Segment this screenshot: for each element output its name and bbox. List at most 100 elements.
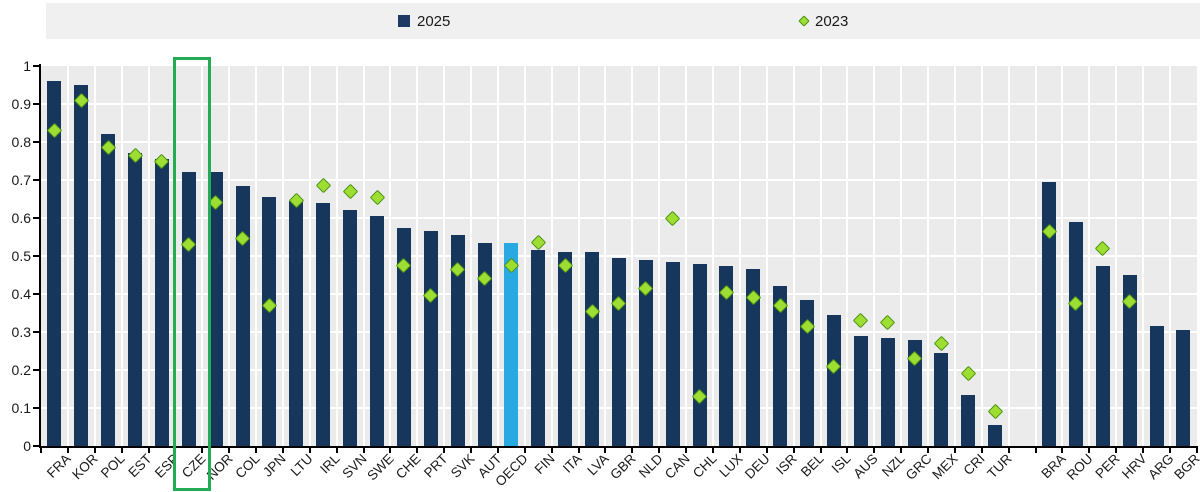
x-tick xyxy=(1142,448,1145,453)
y-tick xyxy=(33,369,40,371)
bar-IRL xyxy=(316,202,331,446)
x-axis-line xyxy=(39,446,1198,448)
bar-ITA xyxy=(558,252,573,446)
x-tick xyxy=(147,448,150,453)
x-tick xyxy=(900,448,903,453)
x-tick xyxy=(792,448,795,453)
x-tick xyxy=(523,448,526,453)
bar-JPN xyxy=(262,197,277,446)
bar-CRI xyxy=(961,394,976,446)
bar-CHE xyxy=(396,227,411,446)
x-tick xyxy=(201,448,204,453)
x-tick xyxy=(658,448,661,453)
y-label-0.9: 0.9 xyxy=(11,96,31,112)
bar-POL xyxy=(101,134,116,446)
y-label-0.8: 0.8 xyxy=(11,134,31,150)
bar-BRA xyxy=(1042,181,1056,446)
bar-SVN xyxy=(343,210,358,446)
bar-FRA xyxy=(47,81,62,446)
bar-LVA xyxy=(585,252,600,446)
bar-LUX xyxy=(719,265,734,446)
x-tick xyxy=(40,448,42,453)
bar-BEL xyxy=(800,299,815,446)
bar-PRT xyxy=(423,231,438,446)
bar-FIN xyxy=(531,250,546,446)
y-label-0.7: 0.7 xyxy=(11,172,31,188)
bar-KOR xyxy=(74,85,89,446)
x-tick xyxy=(1115,448,1118,453)
y-tick xyxy=(33,293,40,295)
y-tick xyxy=(33,217,40,219)
bar-COL xyxy=(235,185,250,446)
x-tick xyxy=(470,448,473,453)
x-tick xyxy=(1195,448,1198,453)
y-label-1: 1 xyxy=(23,58,31,74)
y-label-0.3: 0.3 xyxy=(11,324,31,340)
bar-BGR xyxy=(1176,330,1191,446)
x-tick xyxy=(712,448,714,453)
bar-SVK xyxy=(450,235,465,446)
x-tick xyxy=(308,448,311,453)
bar-TUR xyxy=(988,425,1003,446)
x-tick xyxy=(228,448,231,453)
y-tick xyxy=(33,141,40,143)
highlight-box-cze xyxy=(172,57,211,491)
x-tick xyxy=(1168,448,1171,453)
gridline-horizontal xyxy=(41,141,1197,143)
bar-NLD xyxy=(638,259,653,446)
y-tick xyxy=(33,179,40,181)
x-tick xyxy=(550,448,553,453)
gridline-horizontal xyxy=(41,255,1197,257)
bar-ESP xyxy=(154,159,169,446)
bar-CAN xyxy=(665,261,680,446)
x-tick xyxy=(443,448,446,453)
x-tick xyxy=(281,448,284,453)
x-tick xyxy=(765,448,768,453)
x-tick xyxy=(120,448,123,453)
legend-label-2023: 2023 xyxy=(815,12,849,30)
x-tick xyxy=(1088,448,1091,453)
legend-item-2023: 2023 xyxy=(798,3,849,39)
legend-label-2025: 2025 xyxy=(417,12,451,30)
bar-ISR xyxy=(773,286,788,446)
gridline-horizontal xyxy=(41,217,1197,219)
y-label-0.2: 0.2 xyxy=(11,362,31,378)
x-tick xyxy=(980,448,983,453)
bar-MEX xyxy=(934,352,949,446)
bar-LTU xyxy=(289,200,304,446)
bar-PER xyxy=(1095,265,1110,446)
legend-item-2025: 2025 xyxy=(398,3,450,39)
x-tick xyxy=(685,448,688,453)
x-tick xyxy=(496,448,499,453)
x-tick xyxy=(631,448,634,453)
x-tick xyxy=(953,448,956,453)
bar-NZL xyxy=(880,337,895,446)
x-tick xyxy=(416,448,419,453)
x-tick xyxy=(1061,448,1064,453)
y-tick xyxy=(33,331,40,333)
bar-OECD xyxy=(504,242,519,446)
y-label-0.4: 0.4 xyxy=(11,286,31,302)
bar-ISL xyxy=(826,314,841,446)
x-tick xyxy=(93,448,96,453)
bar-HRV xyxy=(1122,275,1137,446)
x-tick xyxy=(927,448,930,453)
y-tick xyxy=(33,103,40,105)
y-tick xyxy=(33,255,40,257)
x-tick xyxy=(335,448,338,453)
y-label-0: 0 xyxy=(23,438,31,454)
bar-GBR xyxy=(611,257,626,446)
series-2023-diamond-icon xyxy=(798,15,810,27)
gridline-horizontal xyxy=(41,179,1197,181)
y-label-0.6: 0.6 xyxy=(11,210,31,226)
x-tick xyxy=(362,448,365,453)
x-tick xyxy=(846,448,849,453)
legend: 2025 2023 xyxy=(46,3,1200,39)
bar-CHL xyxy=(692,263,707,446)
bar-ARG xyxy=(1149,326,1164,446)
bar-SWE xyxy=(370,216,384,446)
bar-NOR xyxy=(208,172,223,446)
y-tick xyxy=(33,445,40,447)
y-tick xyxy=(33,65,40,67)
